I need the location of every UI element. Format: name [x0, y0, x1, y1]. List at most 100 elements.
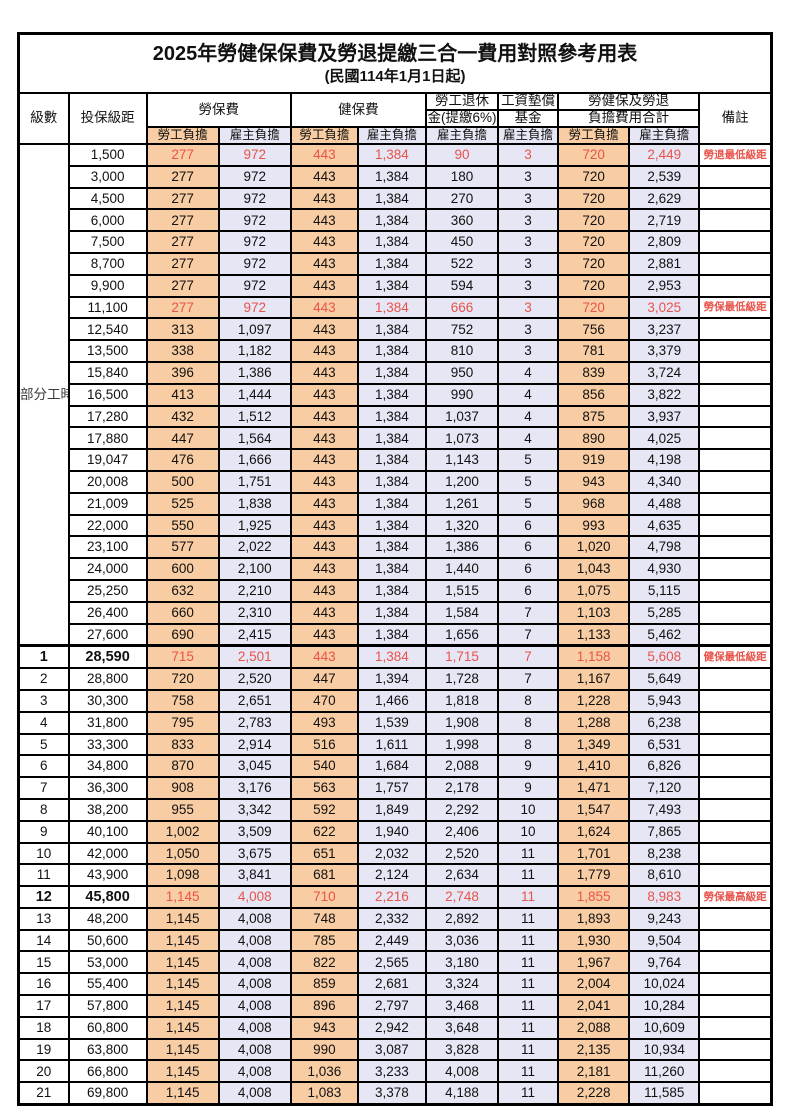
health-insurance-employee-cell: 540	[289, 754, 359, 779]
pension-employer-cell: 1,998	[424, 732, 500, 757]
table-row: 17,880 447 1,564 443 1,384 1,073 4 890 4,025	[19, 426, 773, 451]
total-employer-cell: 7,865	[628, 819, 701, 844]
pension-employer-cell: 1,073	[424, 426, 500, 451]
insured-bracket-cell: 19,047	[67, 448, 148, 472]
health-insurance-employer-cell: 2,449	[356, 928, 427, 953]
wage-fund-employer-cell: 11	[497, 928, 560, 953]
total-employee-cell: 1,701	[557, 841, 631, 866]
remark-cell	[698, 600, 773, 625]
total-employer-cell: 3,937	[628, 404, 701, 429]
pension-employer-cell: 1,584	[424, 600, 500, 625]
wage-fund-employer-cell: 11	[497, 863, 560, 888]
remark-cell	[698, 972, 773, 997]
total-employee-cell: 1,075	[557, 578, 631, 603]
col-header-level: 級數	[17, 92, 70, 145]
health-insurance-employee-cell: 516	[289, 732, 359, 757]
table-row: 6 34,800 870 3,045 540 1,684 2,088 9 1,410 6,826	[17, 754, 773, 779]
labor-insurance-employee-cell: 277	[145, 208, 220, 233]
total-employer-cell: 3,237	[628, 317, 701, 342]
table-row: 9,900 277 972 443 1,384 594 3 720 2,953	[19, 273, 773, 298]
col-header-total-line2: 負擔費用合計	[557, 109, 701, 128]
remark-cell: 勞保最低級距	[698, 295, 773, 320]
total-employer-cell: 5,285	[628, 600, 701, 625]
pension-employer-cell: 1,728	[424, 667, 500, 691]
subheader-health-employer-share: 雇主負擔	[356, 126, 427, 145]
total-employee-cell: 720	[557, 295, 631, 320]
labor-insurance-employee-cell: 1,145	[145, 928, 220, 953]
insured-bracket-cell: 25,250	[67, 578, 148, 603]
wage-fund-employer-cell: 3	[497, 208, 560, 233]
remark-cell	[698, 688, 773, 713]
labor-insurance-employee-cell: 277	[145, 230, 220, 254]
table-row: 7,500 277 972 443 1,384 450 3 720 2,809	[19, 230, 773, 254]
total-employer-cell: 10,284	[628, 994, 701, 1018]
health-insurance-employee-cell: 470	[289, 688, 359, 713]
total-employee-cell: 1,020	[557, 535, 631, 560]
health-insurance-employee-cell: 443	[289, 491, 359, 516]
total-employer-cell: 2,881	[628, 251, 701, 276]
pension-employer-cell: 1,656	[424, 622, 500, 647]
total-employee-cell: 720	[557, 208, 631, 233]
total-employee-cell: 720	[557, 186, 631, 211]
remark-cell	[698, 1037, 773, 1062]
table-row: 10 42,000 1,050 3,675 651 2,032 2,520 11 1,701 8,…	[17, 841, 773, 866]
wage-fund-employer-cell: 6	[497, 535, 560, 560]
health-insurance-employee-cell: 710	[289, 885, 359, 909]
table-row: 20,008 500 1,751 443 1,384 1,200 5 943 4,340	[19, 469, 773, 494]
wage-fund-employer-cell: 11	[497, 1037, 560, 1062]
labor-insurance-employer-cell: 4,008	[217, 885, 292, 909]
pension-employer-cell: 2,892	[424, 906, 500, 931]
pension-employer-cell: 3,468	[424, 994, 500, 1018]
health-insurance-employer-cell: 2,681	[356, 972, 427, 997]
total-employee-cell: 2,041	[557, 994, 631, 1018]
labor-insurance-employer-cell: 2,651	[217, 688, 292, 713]
health-insurance-employer-cell: 1,384	[356, 295, 427, 320]
insured-bracket-cell: 48,200	[67, 906, 148, 931]
remark-cell	[698, 578, 773, 603]
total-employer-cell: 2,539	[628, 164, 701, 189]
wage-fund-employer-cell: 8	[497, 688, 560, 713]
pension-employer-cell: 2,088	[424, 754, 500, 779]
total-employee-cell: 1,855	[557, 885, 631, 909]
table-row: 21 69,800 1,145 4,008 1,083 3,378 4,188 11 2,228…	[17, 1081, 773, 1106]
remark-cell	[698, 426, 773, 451]
table-row: 7 36,300 908 3,176 563 1,757 2,178 9 1,471 7,120	[17, 776, 773, 800]
pension-employer-cell: 1,715	[424, 644, 500, 670]
pension-employer-cell: 360	[424, 208, 500, 233]
table-row: 23,100 577 2,022 443 1,384 1,386 6 1,020 4,798	[19, 535, 773, 560]
level-cell: 12	[17, 885, 70, 909]
total-employer-cell: 4,340	[628, 469, 701, 494]
total-employee-cell: 1,547	[557, 797, 631, 822]
labor-insurance-employee-cell: 396	[145, 360, 220, 385]
health-insurance-employee-cell: 622	[289, 819, 359, 844]
insured-bracket-cell: 43,900	[67, 863, 148, 888]
total-employer-cell: 5,649	[628, 667, 701, 691]
col-header-remark: 備註	[698, 92, 773, 145]
labor-insurance-employer-cell: 2,783	[217, 710, 292, 735]
insured-bracket-cell: 69,800	[67, 1081, 148, 1106]
wage-fund-employer-cell: 11	[497, 972, 560, 997]
labor-insurance-employer-cell: 4,008	[217, 1037, 292, 1062]
wage-fund-employer-cell: 4	[497, 404, 560, 429]
health-insurance-employer-cell: 2,565	[356, 950, 427, 975]
health-insurance-employer-cell: 1,384	[356, 164, 427, 189]
col-header-total-line1: 勞健保及勞退	[557, 92, 701, 111]
wage-fund-employer-cell: 9	[497, 754, 560, 779]
health-insurance-employer-cell: 1,384	[356, 578, 427, 603]
health-insurance-employee-cell: 443	[289, 339, 359, 363]
total-employee-cell: 720	[557, 230, 631, 254]
health-insurance-employer-cell: 3,378	[356, 1081, 427, 1106]
labor-insurance-employer-cell: 3,841	[217, 863, 292, 888]
total-employer-cell: 9,504	[628, 928, 701, 953]
col-header-pension-line1: 勞工退休	[424, 92, 500, 111]
labor-insurance-employee-cell: 1,002	[145, 819, 220, 844]
pension-employer-cell: 1,200	[424, 469, 500, 494]
level-cell: 9	[17, 819, 70, 844]
total-employee-cell: 1,624	[557, 819, 631, 844]
labor-insurance-employee-cell: 277	[145, 143, 220, 167]
health-insurance-employer-cell: 2,942	[356, 1015, 427, 1040]
health-insurance-employee-cell: 443	[289, 535, 359, 560]
health-insurance-employee-cell: 1,083	[289, 1081, 359, 1106]
health-insurance-employee-cell: 443	[289, 273, 359, 298]
wage-fund-employer-cell: 10	[497, 797, 560, 822]
